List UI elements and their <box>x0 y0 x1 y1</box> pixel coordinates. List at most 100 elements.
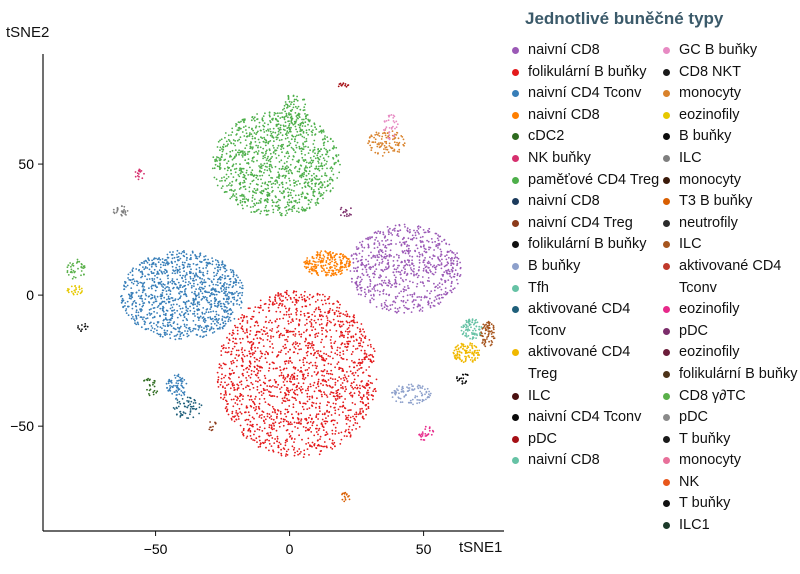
data-point <box>303 331 305 334</box>
data-point <box>229 277 232 280</box>
data-point <box>318 323 321 326</box>
data-point <box>294 333 297 335</box>
data-point <box>351 277 353 280</box>
data-point <box>185 300 188 303</box>
data-point <box>343 336 345 339</box>
data-point <box>174 269 177 272</box>
data-point <box>387 259 389 262</box>
data-point <box>184 281 187 284</box>
data-point <box>148 273 150 276</box>
data-point <box>275 310 278 313</box>
data-point <box>330 321 332 324</box>
data-point <box>353 270 356 272</box>
data-point <box>269 170 272 173</box>
data-point <box>300 152 303 155</box>
data-point <box>280 417 283 420</box>
data-point <box>300 150 303 153</box>
data-point <box>220 392 222 395</box>
data-point <box>238 395 241 398</box>
data-point <box>315 128 318 131</box>
data-point <box>267 209 270 212</box>
data-point <box>174 312 176 314</box>
data-point <box>428 262 431 264</box>
data-point <box>224 281 226 284</box>
data-point <box>239 292 241 294</box>
data-point <box>340 272 343 274</box>
data-point <box>289 163 292 166</box>
data-point <box>185 305 187 308</box>
data-point <box>303 146 305 148</box>
data-point <box>244 411 247 414</box>
data-point <box>345 377 348 380</box>
data-point <box>336 268 338 271</box>
data-point <box>271 205 274 207</box>
data-point <box>271 395 273 398</box>
data-point <box>301 192 304 195</box>
data-point <box>224 145 227 148</box>
data-point <box>256 330 258 333</box>
data-point <box>281 402 284 404</box>
data-point <box>285 311 288 313</box>
data-point <box>253 352 256 354</box>
data-point <box>416 283 419 285</box>
data-point <box>204 281 207 284</box>
data-point <box>266 389 268 391</box>
data-point <box>249 435 252 437</box>
data-point <box>372 265 374 268</box>
data-point <box>374 255 376 257</box>
data-point <box>144 275 147 278</box>
data-point <box>189 263 191 266</box>
data-point <box>308 416 310 419</box>
data-point <box>240 393 243 396</box>
data-point <box>329 190 332 193</box>
data-point <box>166 253 169 256</box>
data-point <box>342 358 345 360</box>
data-point <box>309 201 312 204</box>
data-point <box>255 174 258 177</box>
data-point <box>311 405 314 407</box>
data-point <box>228 346 230 349</box>
data-point <box>304 377 307 379</box>
data-point <box>172 327 175 330</box>
data-point <box>281 134 284 137</box>
data-point <box>360 280 362 283</box>
data-point <box>205 311 208 313</box>
data-point <box>352 258 355 260</box>
data-point <box>365 293 367 296</box>
data-point <box>387 229 390 232</box>
data-point <box>289 142 292 145</box>
data-point <box>176 256 179 259</box>
data-point <box>258 402 261 405</box>
data-point <box>232 405 235 408</box>
data-point <box>240 327 243 329</box>
data-point <box>232 382 234 385</box>
data-point <box>241 294 243 297</box>
data-point <box>164 318 167 320</box>
data-point <box>442 275 444 277</box>
data-point <box>225 177 228 180</box>
data-point <box>129 271 132 274</box>
data-point <box>443 293 445 295</box>
data-point <box>309 149 311 152</box>
data-point <box>248 364 251 367</box>
data-point <box>281 304 283 307</box>
data-point <box>339 354 341 357</box>
data-point <box>445 258 448 261</box>
data-point <box>266 183 269 186</box>
data-point <box>282 424 285 427</box>
data-point <box>322 192 325 194</box>
data-point <box>418 266 421 269</box>
data-point <box>213 331 216 333</box>
data-point <box>323 352 325 355</box>
data-point <box>310 165 313 168</box>
data-point <box>303 173 305 176</box>
data-point <box>183 323 186 326</box>
data-point <box>297 194 300 197</box>
data-point <box>230 169 232 171</box>
data-point <box>433 289 436 292</box>
data-point <box>255 374 258 377</box>
data-point <box>427 229 429 232</box>
data-point <box>385 240 387 242</box>
data-point <box>334 267 336 270</box>
data-point <box>428 393 430 396</box>
